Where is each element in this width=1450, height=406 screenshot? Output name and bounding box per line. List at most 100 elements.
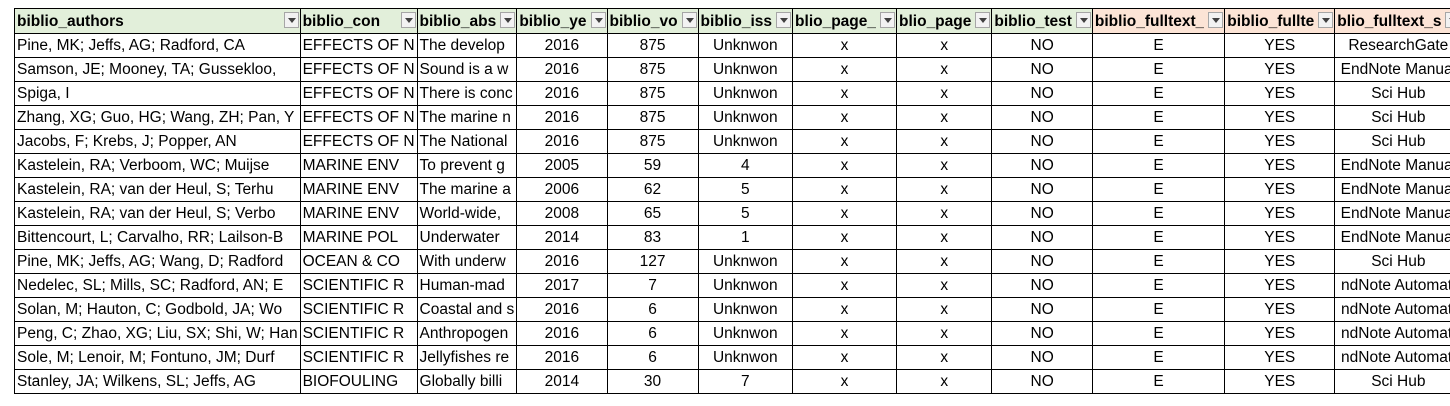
table-cell[interactable]: NO — [991, 81, 1093, 106]
column-header[interactable]: biblio_fulltext_ — [1091, 8, 1226, 34]
table-cell[interactable]: 2016 — [516, 33, 608, 58]
table-cell[interactable]: EndNote Manual — [1334, 177, 1450, 202]
table-cell[interactable]: E — [1091, 225, 1226, 250]
table-cell[interactable]: Unknwon — [697, 297, 794, 322]
table-cell[interactable]: x — [896, 153, 993, 178]
table-cell[interactable]: E — [1091, 297, 1226, 322]
table-cell[interactable]: NO — [991, 297, 1093, 322]
table-cell[interactable]: E — [1091, 201, 1226, 226]
table-cell[interactable]: EFFECTS OF N — [299, 129, 418, 154]
table-cell[interactable]: x — [896, 57, 993, 82]
table-cell[interactable]: Globally billi — [416, 369, 518, 394]
table-cell[interactable]: Unknwon — [697, 57, 794, 82]
table-cell[interactable]: Jellyfishes re — [416, 345, 518, 370]
table-cell[interactable]: NO — [991, 105, 1093, 130]
table-cell[interactable]: E — [1091, 249, 1226, 274]
table-cell[interactable]: 2016 — [516, 57, 608, 82]
column-header[interactable]: biblio_authors — [14, 8, 301, 34]
table-cell[interactable]: 4 — [697, 153, 794, 178]
table-cell[interactable]: NO — [991, 129, 1093, 154]
table-cell[interactable]: 2016 — [516, 249, 608, 274]
column-header[interactable]: blio_fulltext_s — [1334, 8, 1450, 34]
table-cell[interactable]: 2016 — [516, 297, 608, 322]
table-cell[interactable]: 7 — [606, 273, 699, 298]
table-cell[interactable]: YES — [1224, 81, 1336, 106]
table-cell[interactable]: x — [896, 105, 993, 130]
table-cell[interactable]: World-wide, — [416, 201, 518, 226]
table-cell[interactable]: Unknwon — [697, 81, 794, 106]
filter-dropdown-button[interactable] — [880, 12, 896, 28]
table-cell[interactable]: Stanley, JA; Wilkens, SL; Jeffs, AG — [14, 369, 301, 394]
table-cell[interactable]: 875 — [606, 129, 699, 154]
table-cell[interactable]: NO — [991, 153, 1093, 178]
table-cell[interactable]: x — [792, 153, 898, 178]
table-cell[interactable]: 2005 — [516, 153, 608, 178]
filter-dropdown-button[interactable] — [283, 12, 299, 28]
table-cell[interactable]: Peng, C; Zhao, XG; Liu, SX; Shi, W; Han — [14, 321, 301, 346]
table-cell[interactable]: NO — [991, 57, 1093, 82]
column-header[interactable]: blio_page_ — [792, 8, 898, 34]
table-cell[interactable]: x — [896, 369, 993, 394]
table-cell[interactable]: YES — [1224, 105, 1336, 130]
table-cell[interactable]: Unknwon — [697, 105, 794, 130]
table-cell[interactable]: x — [792, 225, 898, 250]
column-header[interactable]: biblio_con — [299, 8, 418, 34]
table-cell[interactable]: E — [1091, 81, 1226, 106]
table-cell[interactable]: 1 — [697, 225, 794, 250]
table-cell[interactable]: 59 — [606, 153, 699, 178]
table-cell[interactable]: E — [1091, 345, 1226, 370]
table-cell[interactable]: 5 — [697, 201, 794, 226]
table-cell[interactable]: YES — [1224, 321, 1336, 346]
table-cell[interactable]: 2014 — [516, 369, 608, 394]
table-cell[interactable]: x — [792, 33, 898, 58]
table-cell[interactable]: EFFECTS OF N — [299, 57, 418, 82]
table-cell[interactable]: 2016 — [516, 105, 608, 130]
table-cell[interactable]: Bittencourt, L; Carvalho, RR; Lailson-B — [14, 225, 301, 250]
table-cell[interactable]: SCIENTIFIC R — [299, 273, 418, 298]
table-cell[interactable]: YES — [1224, 249, 1336, 274]
table-cell[interactable]: E — [1091, 153, 1226, 178]
table-cell[interactable]: NO — [991, 345, 1093, 370]
table-cell[interactable]: 6 — [606, 297, 699, 322]
table-cell[interactable]: 2016 — [516, 321, 608, 346]
filter-dropdown-button[interactable] — [776, 12, 792, 28]
table-cell[interactable]: YES — [1224, 297, 1336, 322]
table-cell[interactable]: E — [1091, 129, 1226, 154]
table-cell[interactable]: Kastelein, RA; van der Heul, S; Terhu — [14, 177, 301, 202]
filter-dropdown-button[interactable] — [400, 12, 416, 28]
table-cell[interactable]: EndNote Manual — [1334, 153, 1450, 178]
table-cell[interactable]: 5 — [697, 177, 794, 202]
table-cell[interactable]: NO — [991, 369, 1093, 394]
table-cell[interactable]: x — [792, 369, 898, 394]
table-cell[interactable]: E — [1091, 321, 1226, 346]
table-cell[interactable]: 875 — [606, 57, 699, 82]
table-cell[interactable]: Unknwon — [697, 273, 794, 298]
table-cell[interactable]: Unknwon — [697, 33, 794, 58]
table-cell[interactable]: x — [792, 57, 898, 82]
table-cell[interactable]: x — [896, 81, 993, 106]
table-cell[interactable]: Samson, JE; Mooney, TA; Gussekloo, — [14, 57, 301, 82]
column-header[interactable]: biblio_test — [991, 8, 1093, 34]
table-cell[interactable]: x — [896, 177, 993, 202]
table-cell[interactable]: 2016 — [516, 81, 608, 106]
table-cell[interactable]: x — [896, 201, 993, 226]
table-cell[interactable]: SCIENTIFIC R — [299, 297, 418, 322]
table-cell[interactable]: YES — [1224, 129, 1336, 154]
column-header[interactable]: biblio_ye — [516, 8, 608, 34]
table-cell[interactable]: ndNote Automati — [1334, 273, 1450, 298]
table-cell[interactable]: SCIENTIFIC R — [299, 345, 418, 370]
table-cell[interactable]: 875 — [606, 105, 699, 130]
table-cell[interactable]: Human-mad — [416, 273, 518, 298]
table-cell[interactable]: NO — [991, 273, 1093, 298]
table-cell[interactable]: 127 — [606, 249, 699, 274]
table-cell[interactable]: YES — [1224, 273, 1336, 298]
table-cell[interactable]: EFFECTS OF N — [299, 105, 418, 130]
table-cell[interactable]: YES — [1224, 57, 1336, 82]
table-cell[interactable]: x — [792, 129, 898, 154]
table-cell[interactable]: 875 — [606, 81, 699, 106]
table-cell[interactable]: E — [1091, 33, 1226, 58]
filter-dropdown-button[interactable] — [590, 12, 606, 28]
table-cell[interactable]: EndNote Manual — [1334, 57, 1450, 82]
table-cell[interactable]: Kastelein, RA; van der Heul, S; Verbo — [14, 201, 301, 226]
table-cell[interactable]: x — [792, 105, 898, 130]
